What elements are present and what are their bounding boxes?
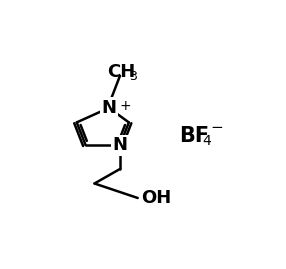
Text: +: +	[120, 99, 131, 113]
Text: N: N	[102, 99, 116, 117]
Text: OH: OH	[141, 189, 171, 207]
Text: CH: CH	[107, 63, 135, 81]
Text: 4: 4	[202, 134, 211, 148]
Text: 3: 3	[129, 70, 137, 83]
Text: N: N	[112, 136, 128, 154]
Text: BF: BF	[179, 126, 209, 146]
Text: −: −	[211, 120, 224, 135]
